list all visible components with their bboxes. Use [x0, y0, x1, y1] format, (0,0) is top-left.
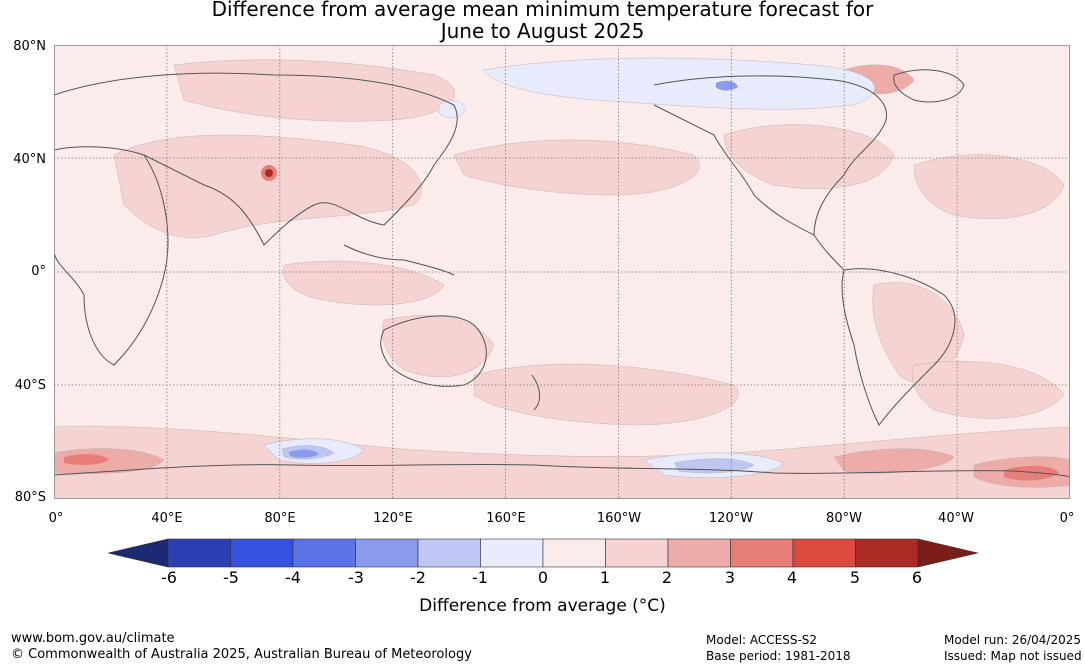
coastline-greenland	[893, 69, 965, 103]
map-title: Difference from average mean minimum tem…	[0, 0, 1085, 42]
footer-left: www.bom.gov.au/climate © Commonwealth of…	[11, 631, 472, 663]
warm-region-asia-north	[173, 59, 455, 122]
lat-label-40n: 40°N	[13, 152, 46, 167]
colorbar-bin	[417, 538, 481, 568]
warm-region-indian-ocean	[282, 260, 445, 306]
coastline-south-america	[841, 268, 956, 426]
hotspot-tibet	[265, 169, 273, 177]
colorbar-bin	[480, 538, 544, 568]
colorbar-tick-neg4: -4	[285, 568, 301, 587]
colorbar-tick-2: 2	[661, 568, 673, 587]
warm-region-north-america	[723, 124, 895, 189]
lat-label-80s: 80°S	[14, 490, 46, 505]
cool-region-japan	[438, 100, 467, 119]
colorbar	[108, 538, 978, 568]
colorbar-bin	[667, 538, 731, 568]
lat-label-equator: 0°	[31, 264, 46, 279]
colorbar-tick-neg3: -3	[348, 568, 364, 587]
warm-region-north-pacific	[453, 139, 700, 196]
colorbar-tick-neg5: -5	[223, 568, 239, 587]
coastline-south-east-asia	[343, 244, 455, 276]
colorbar-under-arrow	[108, 538, 169, 568]
colorbar-tick-1: 1	[599, 568, 611, 587]
warm-region-south-atlantic	[912, 361, 1065, 419]
colorbar-bin	[605, 538, 669, 568]
lon-label-160e: 160°E	[486, 511, 526, 526]
forecast-map	[54, 45, 1070, 499]
warm-anomaly-regions	[54, 59, 1070, 499]
colorbar-tick-5: 5	[849, 568, 861, 587]
colorbar-tick-0: 0	[537, 568, 549, 587]
colorbar-bins	[167, 538, 919, 568]
title-line-2: June to August 2025	[440, 19, 645, 43]
cold-region-antarctic-indian	[289, 449, 319, 458]
colorbar-bin	[167, 538, 231, 568]
footer-base-period: Base period: 1981-2018	[706, 649, 851, 663]
lon-label-40e: 40°E	[151, 511, 183, 526]
cool-region-north-siberia	[483, 57, 875, 110]
lat-label-40s: 40°S	[14, 378, 46, 393]
colorbar-tick-neg1: -1	[472, 568, 488, 587]
colorbar-over-arrow	[917, 538, 978, 568]
footer-copyright: © Commonwealth of Australia 2025, Austra…	[11, 647, 472, 662]
coastline-africa	[54, 146, 169, 366]
colorbar-tick-3: 3	[724, 568, 736, 587]
colorbar-bin	[355, 538, 419, 568]
map-frame	[54, 45, 1070, 499]
colorbar-bin	[292, 538, 356, 568]
coastline-antarctica	[54, 463, 1070, 478]
footer-url: www.bom.gov.au/climate	[11, 631, 175, 646]
warm-region-north-atlantic	[913, 154, 1065, 219]
title-line-1: Difference from average mean minimum tem…	[211, 0, 874, 21]
lon-label-40w: 40°W	[938, 511, 974, 526]
colorbar-tick-neg6: -6	[161, 568, 177, 587]
colorbar-bin	[542, 538, 606, 568]
lon-label-120w: 120°W	[708, 511, 754, 526]
colorbar-bin	[855, 538, 919, 568]
lon-label-80w: 80°W	[826, 511, 862, 526]
footer-run-info: Model run: 26/04/2025 Issued: Map not is…	[944, 632, 1082, 664]
cold-region-arctic-canada	[716, 80, 738, 91]
coastline-central-america	[813, 234, 845, 271]
footer-issued: Issued: Map not issued	[944, 649, 1082, 663]
lon-label-0-right: 0°	[1059, 511, 1075, 526]
warm-region-south-pacific	[473, 363, 739, 426]
colorbar-bin	[730, 538, 794, 568]
warmer-region-south-east	[833, 448, 955, 474]
footer-model-run: Model run: 26/04/2025	[944, 633, 1082, 647]
cold-anomaly-regions	[289, 80, 738, 458]
colorbar-bin	[230, 538, 294, 568]
coastline-new-zealand	[531, 374, 541, 411]
hot-region-south-west	[64, 454, 109, 465]
warm-region-north-africa-asia	[113, 134, 422, 238]
coastline-europe-asia	[54, 72, 458, 246]
colorbar-tick-neg2: -2	[410, 568, 426, 587]
lon-label-160w: 160°W	[596, 511, 642, 526]
footer-model: Model: ACCESS-S2	[706, 633, 818, 647]
colorbar-tick-4: 4	[786, 568, 798, 587]
colorbar-bin	[792, 538, 856, 568]
footer-model-info: Model: ACCESS-S2 Base period: 1981-2018	[706, 632, 851, 664]
hot-region-south-atlantic	[1004, 465, 1059, 481]
hotspot-regions	[265, 169, 273, 177]
coastline-north-america	[653, 75, 887, 236]
lat-label-80n: 80°N	[13, 39, 46, 54]
colorbar-tick-6: 6	[911, 568, 923, 587]
lon-label-80e: 80°E	[264, 511, 296, 526]
lon-label-0-left: 0°	[48, 511, 64, 526]
graticule	[54, 45, 1070, 499]
lon-label-120e: 120°E	[373, 511, 413, 526]
colorbar-label: Difference from average (°C)	[419, 596, 666, 616]
